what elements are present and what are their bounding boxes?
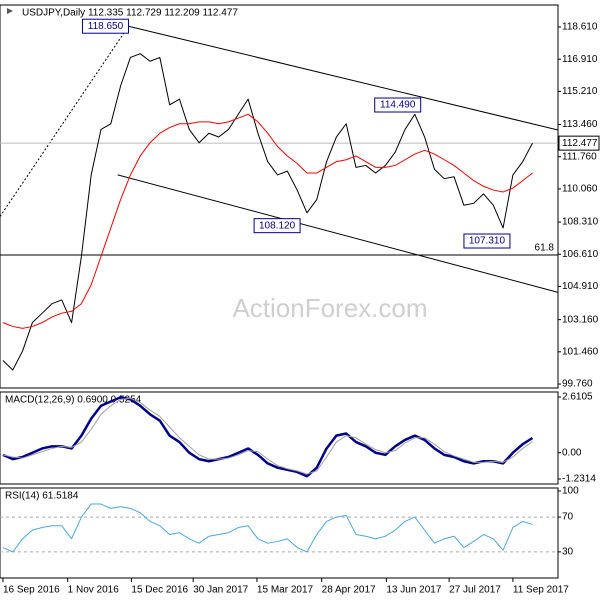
annotation-label: 114.490 [380, 100, 416, 111]
annotation-label: 107.310 [469, 236, 506, 247]
last-price-label: 112.477 [562, 138, 598, 149]
last-price-box [558, 135, 600, 151]
annotation-label: 118.650 [88, 21, 124, 32]
series-line [2, 397, 533, 475]
x-tick-label: 15 Mar 2017 [257, 585, 314, 596]
y-tick-label: 106.610 [562, 249, 599, 260]
x-tick-label: 28 Apr 2017 [322, 585, 376, 596]
annotation-box [81, 18, 129, 34]
trend-line [128, 25, 559, 131]
x-tick-label: 15 Dec 2016 [131, 585, 188, 596]
x-tick-label: 30 Jan 2017 [193, 585, 248, 596]
annotation-box [463, 233, 511, 249]
trend-line [117, 174, 559, 293]
y-tick-label: 110.060 [562, 184, 598, 195]
y-tick-label: 70 [562, 512, 574, 523]
series-line [2, 395, 534, 478]
panel-frame [0, 4, 559, 389]
series-line [2, 53, 533, 371]
x-tick-label: 27 Jul 2017 [449, 585, 501, 596]
panel-frame [0, 487, 559, 579]
y-tick-label: 116.910 [562, 54, 598, 65]
y-tick-label: 103.160 [562, 314, 599, 325]
y-tick-label: 115.210 [562, 86, 598, 97]
y-tick-label: 2.6105 [562, 392, 593, 403]
panel-frame [0, 391, 559, 485]
y-tick-label: 111.760 [562, 151, 597, 162]
x-tick-label: 13 Jun 2017 [386, 585, 441, 596]
annotation-box [374, 97, 422, 113]
panel-title: USDJPY,Daily 112.335 112.729 112.209 112… [22, 8, 238, 19]
y-tick-label: 99.760 [562, 379, 593, 390]
y-tick-label: 100 [562, 486, 579, 497]
x-tick-label: 16 Sep 2016 [3, 585, 60, 596]
x-tick-label: 11 Sep 2017 [513, 585, 569, 596]
series-line [2, 113, 533, 329]
y-tick-label: 104.910 [562, 281, 599, 292]
y-tick-label: 30 [562, 547, 574, 558]
y-tick-label: -1.2314 [562, 474, 596, 485]
y-tick-label: 0.00 [562, 447, 582, 458]
panel-title: MACD(12,26,9) 0.6900 0.5254 [5, 395, 142, 406]
annotation-box [253, 218, 301, 234]
x-tick-label: 1 Nov 2016 [68, 585, 120, 596]
y-tick-label: 101.460 [562, 346, 599, 357]
series-line [2, 503, 533, 553]
y-tick-label: 118.610 [562, 22, 598, 33]
y-tick-label: 108.310 [562, 217, 599, 228]
annotation-label: 108.120 [259, 220, 296, 231]
title-icon [7, 8, 13, 14]
level-label: 61.8 [535, 243, 555, 254]
y-tick-label: 113.460 [562, 119, 598, 130]
panel-title: RSI(14) 61.5184 [5, 491, 79, 502]
watermark: ActionForex.com [232, 293, 427, 323]
